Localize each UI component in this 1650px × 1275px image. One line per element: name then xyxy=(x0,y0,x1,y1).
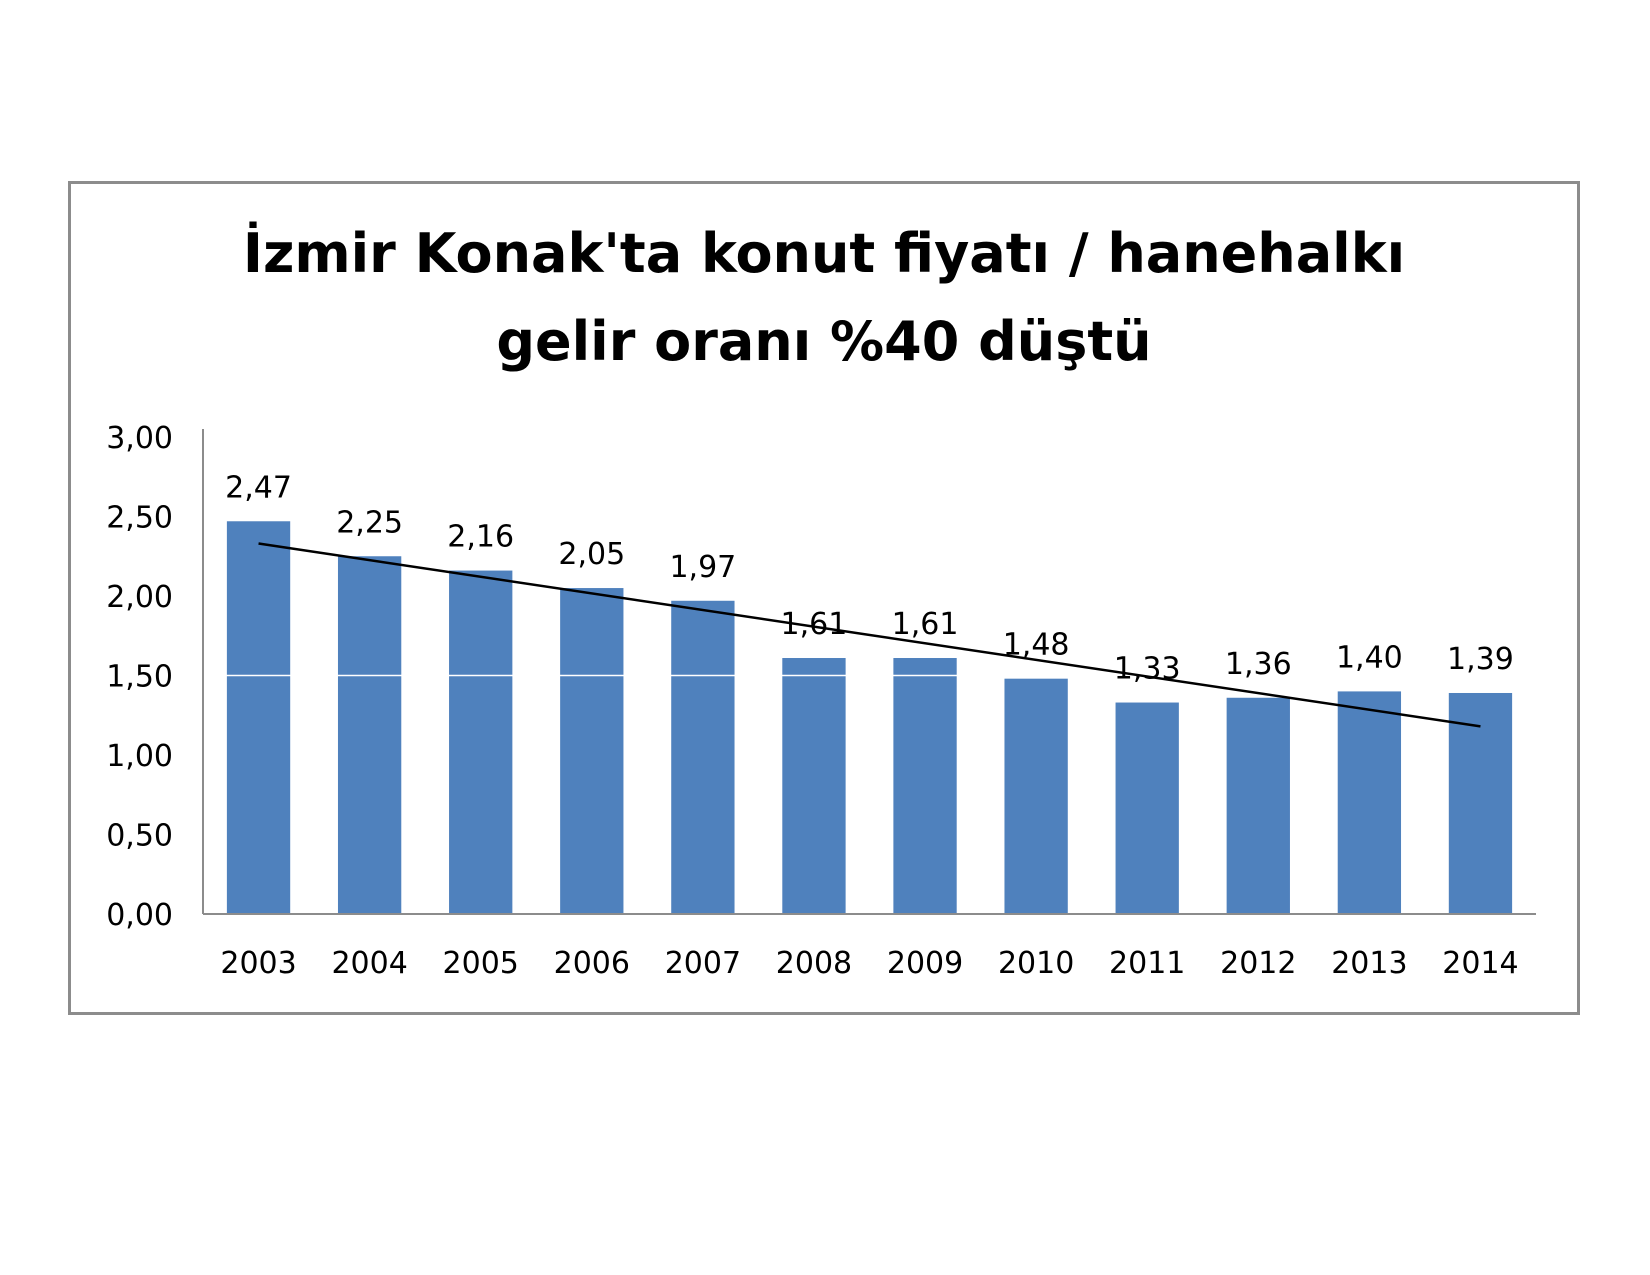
y-tick-label: 2,00 xyxy=(106,580,173,615)
x-tick-label-2013: 2013 xyxy=(1331,946,1407,981)
bar-2006 xyxy=(560,588,624,914)
bar-2012 xyxy=(1226,697,1290,914)
x-tick-label-2010: 2010 xyxy=(998,946,1074,981)
data-label-2008: 1,61 xyxy=(781,607,848,642)
chart-title: İzmir Konak'ta konut fiyatı / hanehalkı … xyxy=(242,222,1406,373)
bar-2011 xyxy=(1115,702,1179,914)
x-tick-label-2009: 2009 xyxy=(887,946,963,981)
y-tick-label: 0,50 xyxy=(106,819,173,854)
data-label-2012: 1,36 xyxy=(1225,647,1292,682)
y-tick-label: 1,00 xyxy=(106,739,173,774)
chart-frame: İzmir Konak'ta konut fiyatı / hanehalkı … xyxy=(68,181,1580,1015)
bar-2014 xyxy=(1448,692,1513,914)
chart-plot: 0,00 0,50 1,00 1,50 2,00 2,50 3,00 2003 2004 2005… xyxy=(106,421,1536,981)
data-label-2006: 2,05 xyxy=(558,537,625,572)
x-tick-label-2014: 2014 xyxy=(1442,946,1518,981)
x-tick-label-2012: 2012 xyxy=(1220,946,1296,981)
x-tick-label-2004: 2004 xyxy=(331,946,407,981)
bar-2008 xyxy=(782,658,846,914)
y-tick-label: 2,50 xyxy=(106,501,173,536)
bar-2005 xyxy=(449,570,513,914)
data-label-2007: 1,97 xyxy=(669,550,736,585)
bar-2010 xyxy=(1004,678,1068,914)
bar-2007 xyxy=(671,600,735,914)
data-label-2010: 1,48 xyxy=(1003,628,1070,663)
data-label-2011: 1,33 xyxy=(1114,652,1181,687)
data-label-2003: 2,47 xyxy=(225,470,292,505)
data-label-2009: 1,61 xyxy=(892,607,959,642)
x-tick-label-2006: 2006 xyxy=(554,946,630,981)
data-label-2005: 2,16 xyxy=(447,520,514,555)
x-tick-label-2008: 2008 xyxy=(776,946,852,981)
bar-2009 xyxy=(893,658,957,914)
bar-2004 xyxy=(337,556,402,914)
y-tick-label: 1,50 xyxy=(106,660,173,695)
x-tick-label-2003: 2003 xyxy=(220,946,296,981)
bar-2003 xyxy=(226,521,291,914)
data-label-2014: 1,39 xyxy=(1447,642,1514,677)
y-tick-label: 0,00 xyxy=(106,898,173,933)
trendline xyxy=(258,542,1481,728)
y-tick-label: 3,00 xyxy=(106,421,173,456)
bar-2013 xyxy=(1337,691,1402,914)
x-tick-label-2007: 2007 xyxy=(665,946,741,981)
x-tick-label-2011: 2011 xyxy=(1109,946,1185,981)
x-tick-label-2005: 2005 xyxy=(443,946,519,981)
data-label-2013: 1,40 xyxy=(1336,640,1403,675)
data-label-2004: 2,25 xyxy=(336,505,403,540)
